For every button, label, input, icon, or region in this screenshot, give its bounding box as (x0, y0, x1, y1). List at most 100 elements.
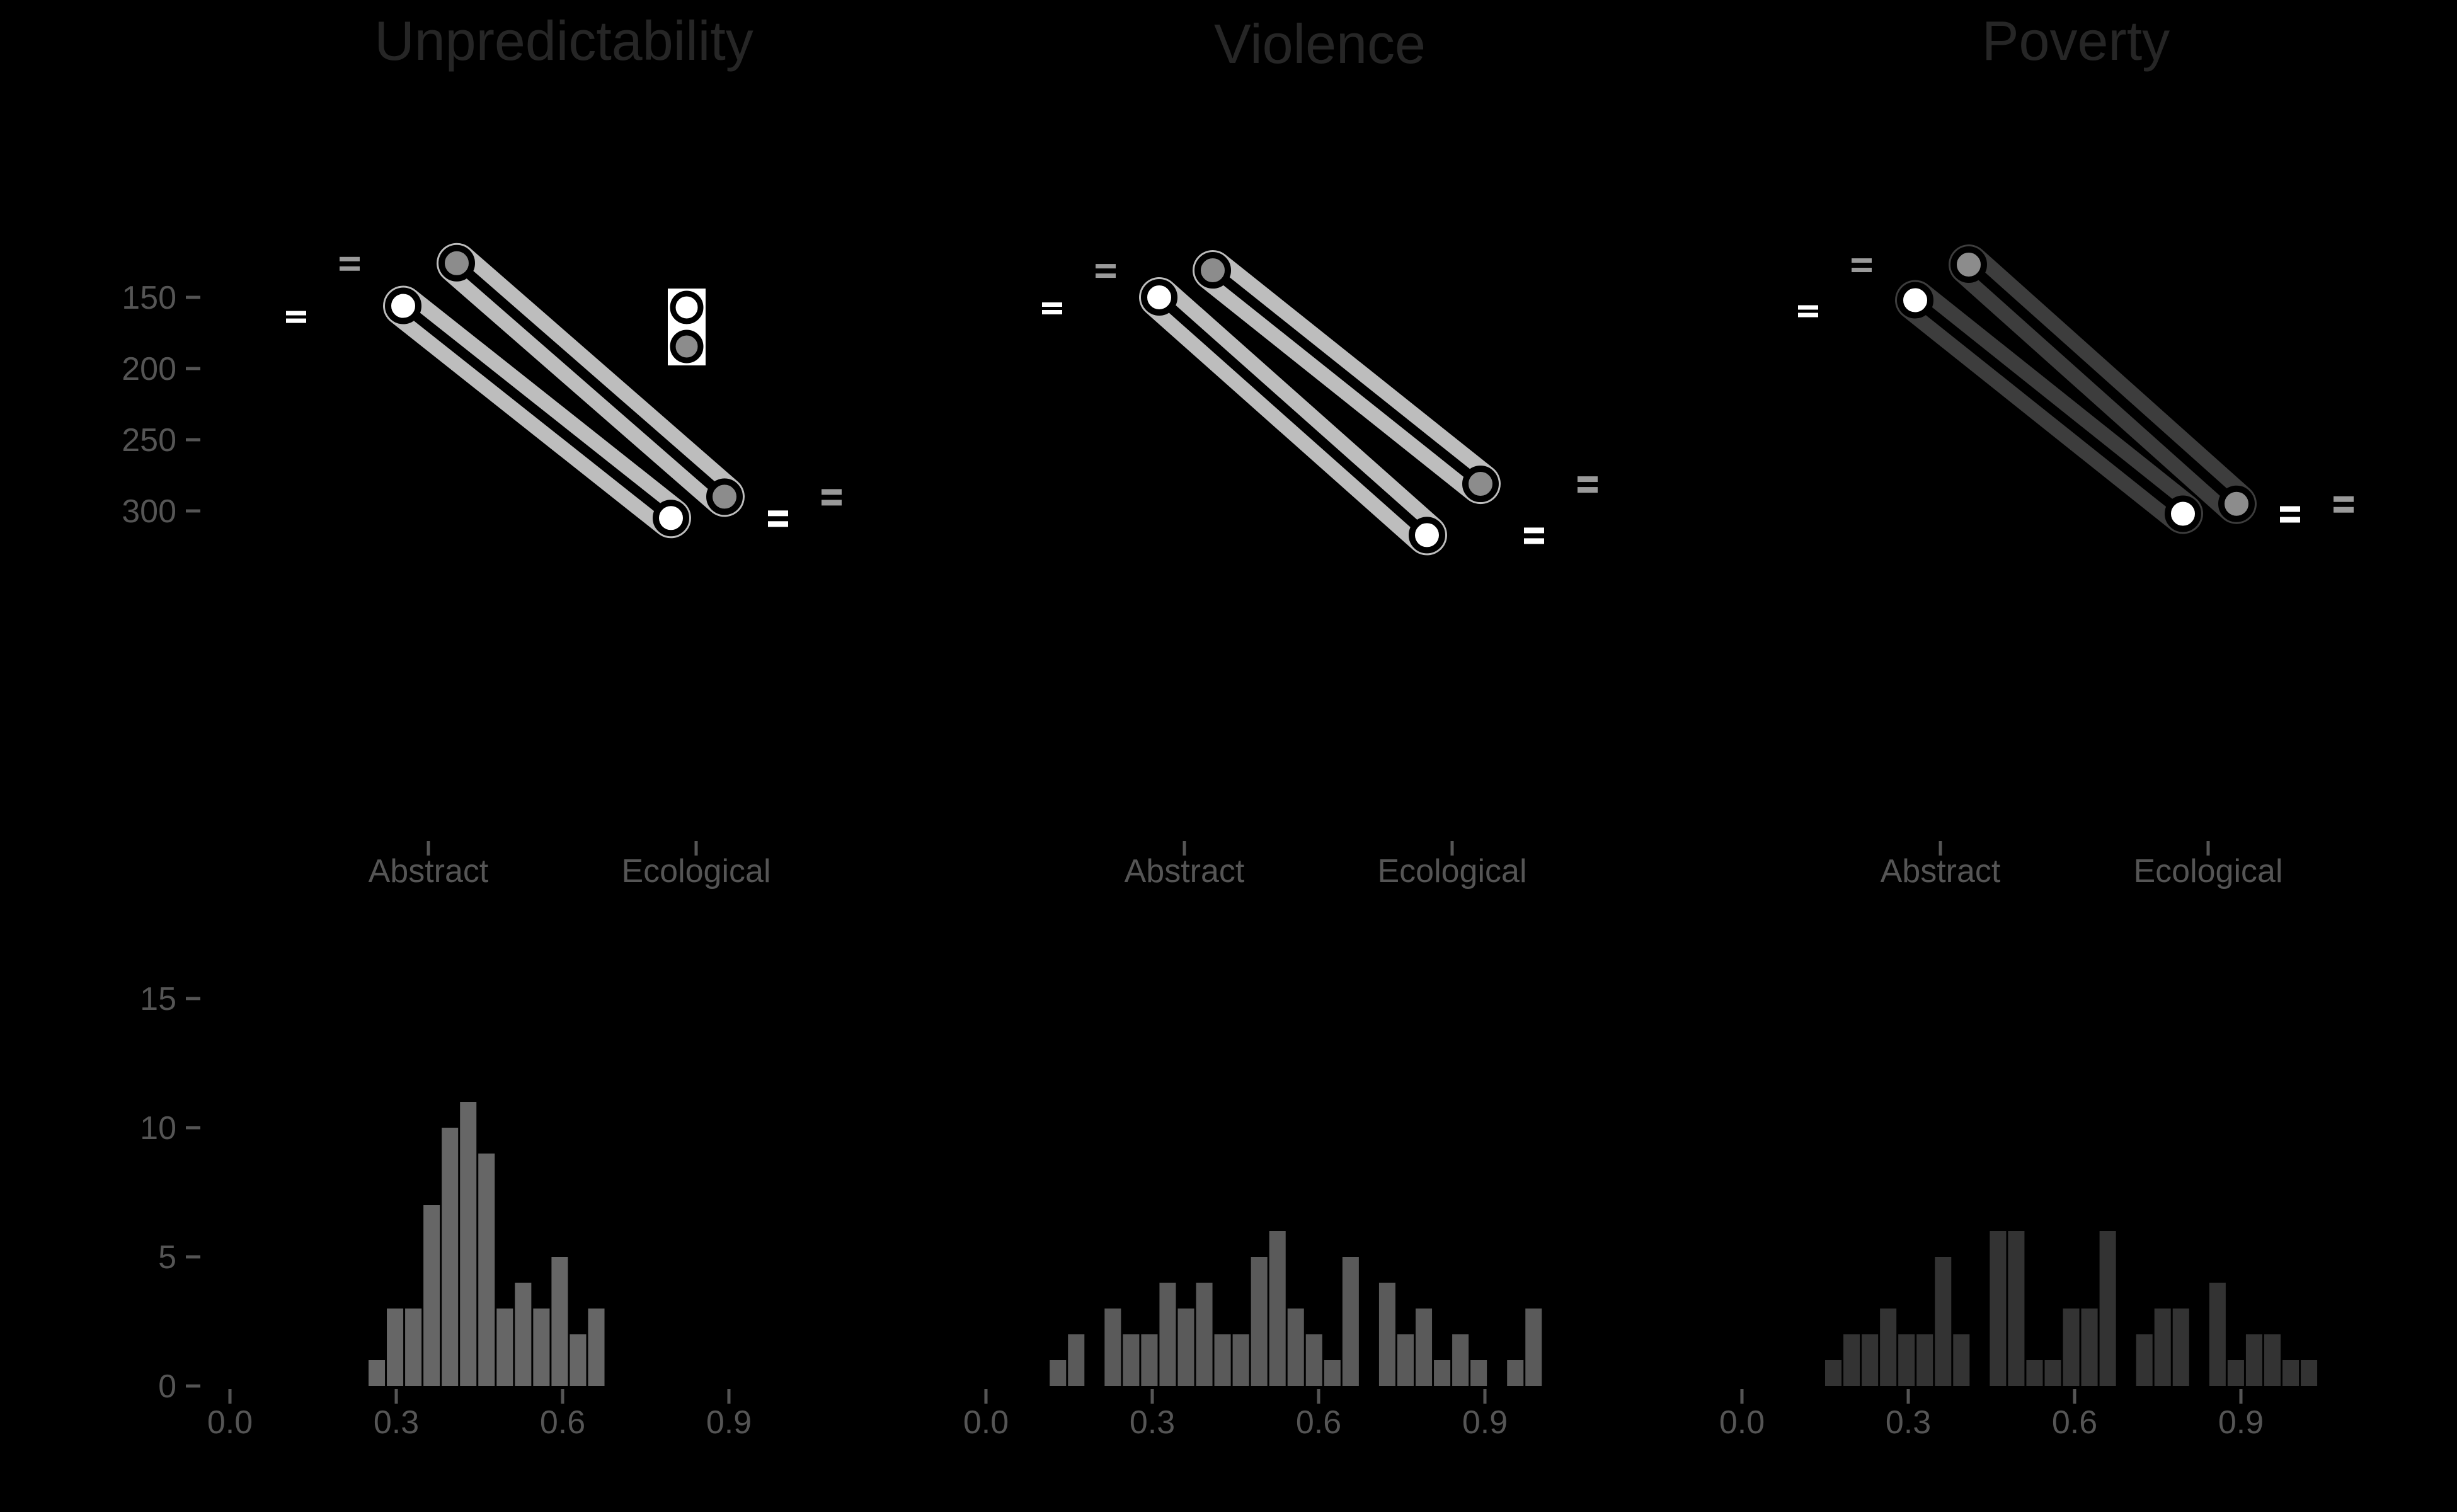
histogram-bar (496, 1309, 513, 1386)
histogram-bar (1843, 1334, 1860, 1386)
histogram-bar (2154, 1309, 2171, 1386)
mean-point-ecological (2165, 495, 2201, 532)
mean-point-ecological (1462, 466, 1499, 503)
histogram-bar (1232, 1334, 1249, 1386)
y-tick-label: 5 (158, 1239, 176, 1276)
x-tick-label: Ecological (2133, 853, 2282, 890)
histogram-bar (570, 1334, 587, 1386)
mean-point-ecological (653, 500, 689, 537)
histogram-bar (1378, 1283, 1395, 1386)
x-tick-label: 0.0 (963, 1404, 1009, 1441)
histogram-bar (2063, 1309, 2080, 1386)
histogram-bar (2172, 1309, 2189, 1386)
x-tick-label: Abstract (1125, 853, 1245, 890)
histogram-bar (478, 1154, 495, 1386)
x-tick-label: 0.3 (1130, 1404, 1175, 1441)
histogram-bar (405, 1309, 422, 1386)
x-tick-label: 0.0 (1719, 1404, 1765, 1441)
histogram-bar (2301, 1360, 2318, 1386)
line-panel-3: Poverty Abstract Ecological (1798, 9, 2354, 890)
histogram-bar (515, 1283, 532, 1386)
mean-point-abstract (1897, 282, 1933, 319)
histogram-bar (460, 1102, 477, 1386)
histogram-bar (369, 1360, 386, 1386)
panel-title: Poverty (1982, 9, 2170, 72)
x-tick-label: 0.6 (540, 1404, 585, 1441)
line-panel-1: Unpredictability 150 200 250 300 Abstract Ecol… (122, 9, 842, 890)
x-tick-label: 0.0 (207, 1404, 253, 1441)
histogram-bar (1953, 1334, 1970, 1386)
histogram-bar (2008, 1231, 2025, 1386)
mean-point-abstract (385, 287, 421, 324)
mean-line (453, 259, 728, 501)
histogram-bar (1862, 1334, 1879, 1386)
series-2 (340, 243, 842, 517)
histogram-bar (2044, 1360, 2061, 1386)
series-1 (1042, 277, 1544, 556)
ci-mark (2334, 496, 2354, 502)
histogram-bar (1342, 1257, 1359, 1386)
ci-mark (1524, 538, 1544, 544)
ci-mark (2280, 506, 2300, 512)
x-tick-label: Ecological (1377, 853, 1526, 890)
histogram-bar (2136, 1334, 2153, 1386)
x-tick-label: Abstract (369, 853, 489, 890)
histogram-bar (1507, 1360, 1524, 1386)
legend (668, 289, 706, 365)
histogram-bar (1916, 1334, 1933, 1386)
mean-point-ecological (2218, 485, 2255, 522)
mean-line (1155, 294, 1431, 539)
series-1 (286, 285, 788, 539)
histogram-bar (2081, 1309, 2098, 1386)
ci-mark (2334, 507, 2354, 513)
y-tick-label: 200 (122, 351, 176, 387)
ci-mark (1798, 305, 1818, 310)
x-tick-label: Abstract (1881, 853, 2001, 890)
histogram-bar (1305, 1334, 1322, 1386)
x-tick-label: 0.3 (1886, 1404, 1931, 1441)
x-tick-label: 0.9 (706, 1404, 752, 1441)
mean-point-ecological (706, 478, 743, 515)
histogram-bar (2099, 1231, 2116, 1386)
histogram-bar (2209, 1283, 2226, 1386)
histogram-bar (1177, 1309, 1194, 1386)
histogram-bar (1470, 1360, 1487, 1386)
legend-key-2 (670, 329, 704, 364)
ci-mark (1578, 487, 1598, 493)
histogram-bar (1214, 1334, 1231, 1386)
histogram-bar (1525, 1309, 1542, 1386)
x-tick-label: 0.3 (374, 1404, 419, 1441)
ci-mark (340, 256, 360, 261)
ci-mark (340, 266, 360, 271)
histogram-bar (1068, 1334, 1085, 1386)
ci-mark (822, 500, 842, 506)
series-2 (1852, 244, 2354, 524)
histogram-bar (588, 1309, 605, 1386)
mean-line (1210, 266, 1484, 488)
ci-mark (1096, 273, 1116, 278)
histogram-bar (1397, 1334, 1414, 1386)
ci-mark (2280, 517, 2300, 523)
y-tick-label: 250 (122, 422, 176, 459)
y-tick-label: 150 (122, 280, 176, 316)
histogram-bar (1990, 1231, 2007, 1386)
ci-mark (1042, 302, 1062, 307)
x-tick-label: Ecological (621, 853, 770, 890)
histogram-bar (442, 1128, 459, 1386)
histogram-bar (1269, 1231, 1286, 1386)
ci-mark (1524, 527, 1544, 534)
legend-key-1 (670, 290, 704, 324)
histogram-bar (1251, 1257, 1268, 1386)
mean-point-ecological (1409, 517, 1445, 554)
x-tick-label: 0.6 (1296, 1404, 1341, 1441)
histogram-bar (1123, 1334, 1140, 1386)
histogram-bar (2264, 1334, 2281, 1386)
ci-mark (1578, 476, 1598, 483)
panel-title: Violence (1214, 13, 1426, 75)
histogram-bar (1104, 1309, 1121, 1386)
histogram-bar (1324, 1360, 1341, 1386)
histogram-bar (1050, 1360, 1067, 1386)
ci-mark (1798, 312, 1818, 318)
histogram-bar (2282, 1360, 2300, 1386)
